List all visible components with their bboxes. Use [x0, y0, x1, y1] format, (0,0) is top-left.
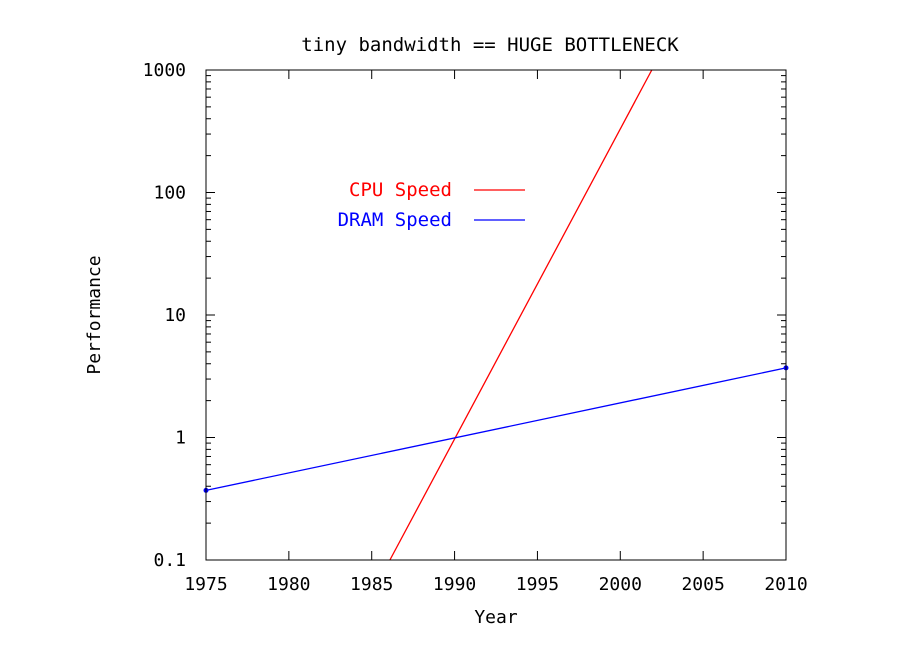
legend-label-dram-speed: DRAM Speed	[338, 209, 452, 231]
y-tick-label: 1	[175, 428, 186, 449]
x-tick-label: 1975	[184, 574, 227, 595]
cpu-speed-line	[389, 69, 653, 561]
y-tick-label: 10	[164, 305, 186, 326]
x-tick-label: 1995	[516, 574, 559, 595]
x-tick-label: 2000	[599, 574, 642, 595]
legend-label-cpu-speed: CPU Speed	[349, 179, 452, 201]
y-tick-label: 1000	[143, 60, 186, 81]
x-tick-label: 2005	[681, 574, 724, 595]
x-axis-label: Year	[474, 607, 518, 628]
x-tick-label: 2010	[764, 574, 807, 595]
y-tick-label: 100	[153, 183, 186, 204]
plot-frame	[205, 69, 787, 561]
x-tick-label: 1985	[350, 574, 393, 595]
y-axis-label: Performance	[84, 255, 105, 374]
x-tick-label: 1980	[267, 574, 310, 595]
y-tick-label: 0.1	[153, 550, 186, 571]
dram-speed-line	[205, 367, 787, 492]
x-tick-label: 1990	[433, 574, 476, 595]
chart-title: tiny bandwidth == HUGE BOTTLENECK	[301, 34, 679, 56]
